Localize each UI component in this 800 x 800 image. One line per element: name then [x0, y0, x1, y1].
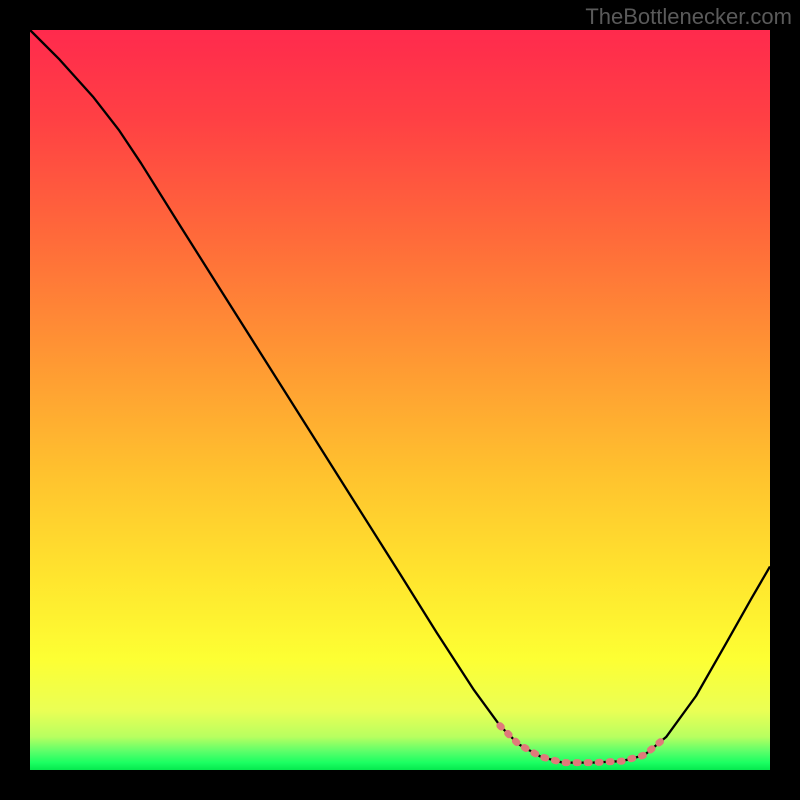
watermark-text: TheBottlenecker.com [585, 4, 792, 30]
bottleneck-curve-chart [0, 0, 800, 800]
chart-canvas: TheBottlenecker.com [0, 0, 800, 800]
plot-background-gradient [30, 30, 770, 770]
